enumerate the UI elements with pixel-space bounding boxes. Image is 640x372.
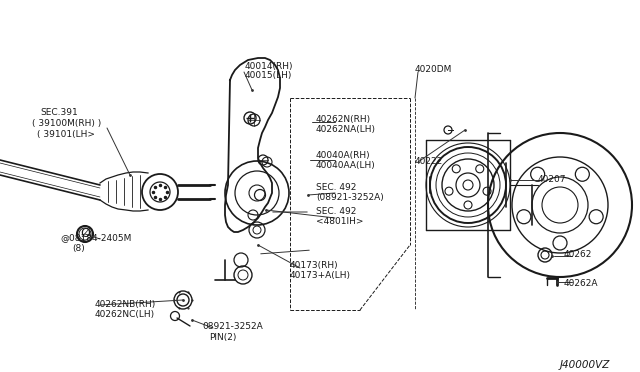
Text: 40015(LH): 40015(LH) bbox=[245, 71, 292, 80]
Text: @08184-2405M: @08184-2405M bbox=[60, 233, 131, 242]
Text: ( 39101(LH>: ( 39101(LH> bbox=[37, 130, 95, 139]
Text: 40222: 40222 bbox=[415, 157, 444, 166]
Circle shape bbox=[77, 226, 93, 242]
Text: (08921-3252A): (08921-3252A) bbox=[316, 193, 384, 202]
Text: 40262A: 40262A bbox=[564, 279, 598, 288]
Text: 08921-3252A: 08921-3252A bbox=[202, 322, 263, 331]
Text: (8): (8) bbox=[72, 244, 84, 253]
Text: <4801IH>: <4801IH> bbox=[316, 217, 364, 226]
Text: 40262NC(LH): 40262NC(LH) bbox=[95, 310, 155, 319]
Text: 40262: 40262 bbox=[564, 250, 593, 259]
Text: 40262NB(RH): 40262NB(RH) bbox=[95, 300, 156, 309]
Text: 40262NA(LH): 40262NA(LH) bbox=[316, 125, 376, 134]
Text: 40040AA(LH): 40040AA(LH) bbox=[316, 161, 376, 170]
Text: SEC. 492: SEC. 492 bbox=[316, 183, 356, 192]
Text: 4020DM: 4020DM bbox=[415, 65, 452, 74]
Text: SEC.391: SEC.391 bbox=[40, 108, 77, 117]
Text: J40000VZ: J40000VZ bbox=[560, 360, 611, 370]
Text: Ø: Ø bbox=[80, 227, 90, 240]
Text: 40173(RH): 40173(RH) bbox=[290, 261, 339, 270]
Text: 40207: 40207 bbox=[538, 175, 566, 184]
Text: 40040A(RH): 40040A(RH) bbox=[316, 151, 371, 160]
Text: 40173+A(LH): 40173+A(LH) bbox=[290, 271, 351, 280]
Text: 40262N(RH): 40262N(RH) bbox=[316, 115, 371, 124]
Text: SEC. 492: SEC. 492 bbox=[316, 207, 356, 216]
Text: ( 39100M(RH) ): ( 39100M(RH) ) bbox=[32, 119, 101, 128]
Text: PIN(2): PIN(2) bbox=[209, 333, 236, 342]
Text: 40014(RH): 40014(RH) bbox=[245, 62, 294, 71]
